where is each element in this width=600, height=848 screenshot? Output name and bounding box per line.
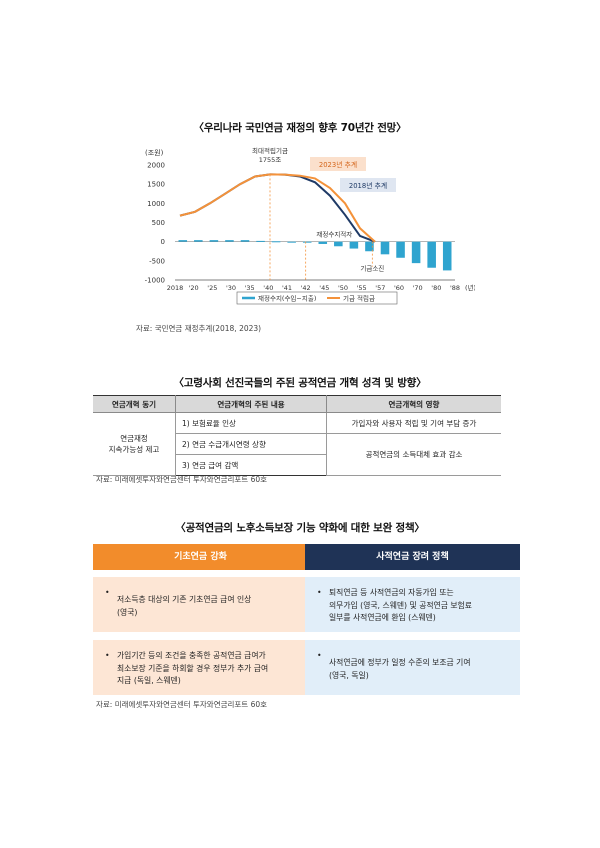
legend-bar-label: 재정수지(수입−지출)	[258, 294, 316, 303]
x-tick-label: '42	[301, 284, 311, 292]
x-tick-label: '20	[189, 284, 199, 292]
x-unit-label: (년)	[465, 283, 475, 292]
label-2018: 2018년 추계	[349, 181, 387, 190]
y-unit-label: (조원)	[145, 148, 164, 157]
y-tick-label: -1000	[145, 277, 165, 285]
table-header-row: 연금개혁 동기 연금개혁의 주된 내용 연금개혁의 영향	[93, 395, 501, 413]
x-tick-label: '57	[375, 284, 385, 292]
policy-section-title: 〈공적연금의 노후소득보장 기능 약화에 대한 보완 정책〉	[175, 522, 425, 534]
x-tick-label: '60	[394, 284, 404, 292]
bullet-icon: •	[105, 588, 110, 597]
x-tick-label: '55	[357, 284, 367, 292]
policy-source: 자료: 미래에셋투자와연금센터 투자와연금리포트 60호	[96, 700, 268, 709]
content-cell: 3) 연금 급여 감액	[175, 454, 327, 476]
table-row: 3) 연금 급여 감액	[93, 454, 501, 476]
fiscal-balance-bar	[302, 241, 312, 243]
header-motive: 연금개혁 동기	[93, 395, 176, 413]
peak-value-label: 1755조	[259, 156, 282, 164]
fiscal-balance-bar	[256, 240, 265, 242]
chart-legend: 재정수지(수입−지출) 기금 적립금	[236, 291, 398, 305]
table-row: 2) 연금 수급개시연령 상향 공적연금의 소득대체 효과 감소	[93, 433, 501, 476]
chart-section-title: 〈우리나라 국민연금 재정의 향후 70년간 전망〉	[193, 122, 407, 134]
card-text: 가입기간 등의 조건을 충족한 공적연금 급여가 최소보장 기준을 하회할 경우…	[117, 651, 269, 685]
fund-reserve-lines	[179, 173, 376, 243]
fiscal-balance-bar	[287, 241, 296, 243]
y-tick-label: 1500	[147, 181, 165, 189]
header-content: 연금개혁의 주된 내용	[175, 395, 327, 413]
card-text: 사적연금에 정부가 일정 수준의 보조금 기여 (영국, 독일)	[329, 658, 471, 680]
basic-pension-header: 기초연금 강화	[93, 544, 308, 570]
private-pension-header: 사적연금 장려 정책	[305, 544, 520, 570]
fiscal-balance-bar	[318, 241, 328, 244]
y-tick-label: -500	[149, 257, 165, 265]
fiscal-balance-bar	[209, 240, 219, 242]
fiscal-balance-bar	[178, 240, 188, 242]
basic-pension-card: • 저소득층 대상의 기존 기초연금 급여 인상 (영국)	[93, 577, 308, 632]
x-tick-label: '35	[245, 284, 255, 292]
private-pension-card: • 사적연금에 정부가 일정 수준의 보조금 기여 (영국, 독일)	[305, 640, 520, 695]
table-section-title: 〈고령사회 선진국들의 주된 공적연금 개혁 성격 및 방향〉	[173, 377, 427, 389]
motive-cell: 연금재정 지속가능성 제고	[93, 412, 176, 476]
chart-source: 자료: 국민연금 재정추계(2018, 2023)	[136, 324, 262, 333]
x-tick-label: 2018	[167, 284, 184, 292]
content-cell: 1) 보험료율 인상	[175, 412, 327, 434]
pension-reform-table: 연금개혁 동기 연금개혁의 주된 내용 연금개혁의 영향 연금재정 지속가능성 …	[93, 395, 501, 476]
fiscal-balance-bar	[240, 240, 250, 242]
x-tick-label: '70	[413, 284, 423, 292]
card-text: 저소득층 대상의 기존 기초연금 급여 인상 (영국)	[117, 595, 252, 617]
fiscal-balance-bar	[365, 241, 374, 252]
label-2018-bg	[340, 178, 396, 192]
fiscal-balance-bar	[380, 241, 390, 255]
table-source: 자료: 미래에셋투자와연금센터 투자와연금리포트 60호	[96, 475, 268, 484]
y-tick-label: 1000	[147, 200, 165, 208]
effect-cell: 공적연금의 소득대체 효과 감소	[326, 433, 501, 476]
table-row: 연금재정 지속가능성 제고 1) 보험료율 인상 가입자와 사용자 적립 및 기…	[93, 412, 501, 476]
fiscal-balance-bar	[411, 241, 421, 264]
legend-line-label: 기금 적립금	[343, 294, 375, 303]
fiscal-balance-bars	[178, 240, 452, 271]
x-tick-label: '41	[282, 284, 292, 292]
fiscal-balance-bar	[334, 241, 343, 247]
content-cell: 2) 연금 수급개시연령 상향	[175, 433, 327, 455]
basic-pension-card: • 가입기간 등의 조건을 충족한 공적연금 급여가 최소보장 기준을 하회할 …	[93, 640, 308, 695]
label-2023-bg	[310, 157, 366, 171]
x-tick-label: '88	[450, 284, 460, 292]
fiscal-balance-bar	[442, 241, 452, 271]
fund-reserve-line-2023	[179, 173, 376, 243]
x-tick-label: '40	[263, 284, 273, 292]
header-effect: 연금개혁의 영향	[326, 395, 501, 413]
fiscal-balance-bar	[225, 240, 234, 242]
fiscal-balance-bar	[271, 241, 281, 243]
depletion-label: 기금소진	[360, 263, 384, 272]
fiscal-balance-bar	[349, 241, 359, 249]
y-tick-label: 2000	[147, 162, 165, 170]
bullet-icon: •	[317, 651, 322, 660]
fiscal-balance-bar	[427, 241, 436, 268]
bullet-icon: •	[317, 588, 322, 597]
fiscal-balance-bar	[194, 240, 203, 242]
deficit-label: 재정수지적자	[316, 230, 352, 239]
card-text: 퇴직연금 등 사적연금의 자동가입 또는 의무가입 (영국, 스웨덴) 및 공적…	[329, 588, 472, 622]
x-tick-label: '25	[207, 284, 217, 292]
effect-cell: 가입자와 사용자 적립 및 기여 부담 증가	[326, 412, 501, 434]
x-tick-label: '80	[431, 284, 441, 292]
legend-box	[236, 291, 398, 305]
y-tick-label: 500	[152, 219, 165, 227]
private-pension-card: • 퇴직연금 등 사적연금의 자동가입 또는 의무가입 (영국, 스웨덴) 및 …	[305, 577, 520, 632]
x-tick-label: '30	[226, 284, 236, 292]
label-2023: 2023년 추계	[319, 160, 357, 169]
peak-label: 최대적립기금	[252, 146, 288, 155]
bullet-icon: •	[105, 651, 110, 660]
x-tick-label: '45	[319, 284, 329, 292]
fiscal-balance-bar	[396, 241, 405, 258]
x-tick-label: '50	[338, 284, 348, 292]
y-tick-label: 0	[161, 238, 165, 246]
